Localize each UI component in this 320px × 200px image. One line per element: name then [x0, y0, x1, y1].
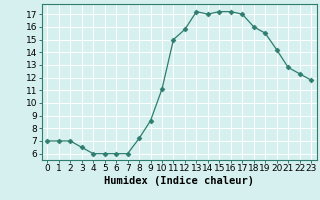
X-axis label: Humidex (Indice chaleur): Humidex (Indice chaleur)	[104, 176, 254, 186]
